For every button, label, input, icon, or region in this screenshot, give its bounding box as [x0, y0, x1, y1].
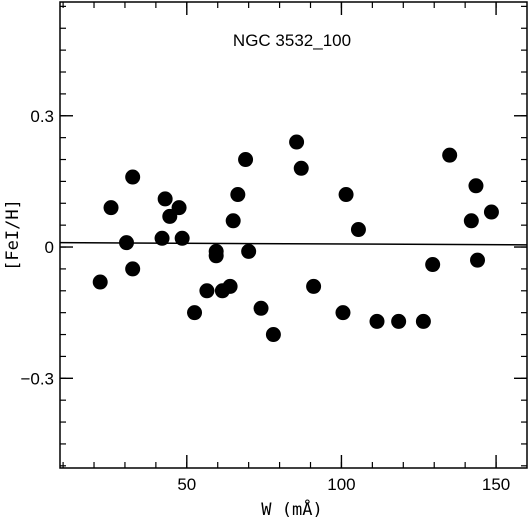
- data-point: [253, 300, 269, 316]
- data-point: [442, 147, 458, 163]
- data-point: [225, 213, 241, 229]
- y-tick-label: 0: [45, 238, 54, 257]
- data-point: [154, 230, 170, 246]
- data-point: [415, 313, 431, 329]
- major-ticks: [60, 2, 527, 468]
- x-tick-labels: 50 100 150: [177, 475, 510, 494]
- x-tick-label: 50: [177, 475, 196, 494]
- minor-ticks: [60, 2, 527, 468]
- data-point: [208, 248, 224, 264]
- data-point: [335, 305, 351, 321]
- x-tick-label: 150: [482, 475, 510, 494]
- data-points: [92, 134, 499, 343]
- data-point: [241, 243, 257, 259]
- data-point: [118, 235, 134, 251]
- data-point: [157, 191, 173, 207]
- data-point: [369, 313, 385, 329]
- data-point: [463, 213, 479, 229]
- data-point: [92, 274, 108, 290]
- fit-line: [59, 241, 528, 246]
- data-point: [199, 283, 215, 299]
- data-point: [470, 252, 486, 268]
- data-point: [238, 152, 254, 168]
- y-tick-label: −0.3: [20, 369, 54, 388]
- data-point: [425, 257, 441, 273]
- y-axis-label: [FeI/H]: [3, 199, 23, 271]
- data-point: [230, 187, 246, 203]
- data-point: [125, 169, 141, 185]
- data-point: [174, 230, 190, 246]
- data-point: [187, 305, 203, 321]
- chart-title: NGC 3532_100: [233, 31, 351, 50]
- data-point: [350, 222, 366, 238]
- data-point: [338, 187, 354, 203]
- data-point: [125, 261, 141, 277]
- x-axis-label: W (mÅ): [261, 498, 322, 520]
- data-point: [171, 200, 187, 216]
- data-point: [306, 278, 322, 294]
- x-tick-label: 100: [327, 475, 355, 494]
- data-point: [483, 204, 499, 220]
- data-point: [293, 160, 309, 176]
- data-point: [222, 278, 238, 294]
- y-tick-label: 0.3: [30, 107, 54, 126]
- data-point: [103, 200, 119, 216]
- y-tick-labels: 0.3 0 −0.3: [20, 107, 54, 389]
- data-point: [468, 178, 484, 194]
- plot-frame: [59, 1, 528, 469]
- data-point: [265, 327, 281, 343]
- data-point: [391, 313, 407, 329]
- data-point: [289, 134, 305, 150]
